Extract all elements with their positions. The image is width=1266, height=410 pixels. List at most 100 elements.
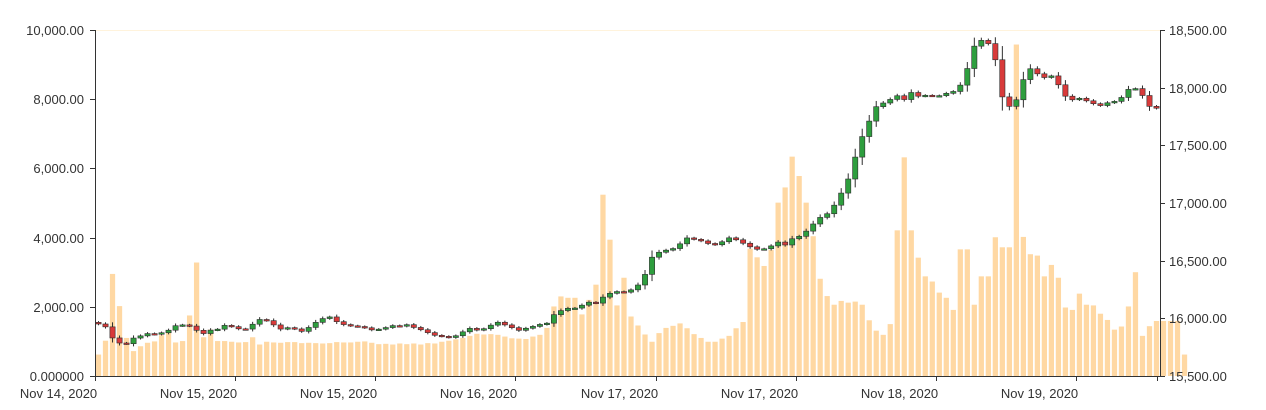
candle-body-up — [726, 237, 733, 243]
volume-bar — [488, 334, 494, 376]
volume-bar — [481, 334, 487, 376]
volume-bar — [992, 237, 998, 376]
candle-body-up — [670, 248, 676, 251]
candle-body-up — [775, 241, 782, 247]
left-tick-label: 10,000.00 — [26, 23, 84, 38]
volume-bar — [1013, 44, 1019, 376]
volume-bar — [502, 336, 508, 376]
candle-body-up — [1048, 75, 1055, 78]
candlestick — [1104, 101, 1111, 108]
candlestick — [873, 100, 880, 127]
candlestick — [417, 325, 424, 332]
candlestick — [768, 244, 775, 251]
candle-body-up — [642, 274, 648, 286]
candlestick — [775, 240, 782, 248]
x-tick-label: Nov 14, 2020 — [20, 386, 97, 401]
candlestick — [396, 324, 403, 328]
volume-bar — [1153, 320, 1160, 376]
candle-body-up — [305, 327, 312, 332]
candlestick — [424, 328, 431, 335]
candle-body-down — [1139, 88, 1146, 96]
volume-bar — [698, 337, 704, 376]
volume-bar — [474, 333, 480, 376]
x-tick-label: Nov 17, 2020 — [581, 386, 658, 401]
candle-body-down — [228, 325, 235, 328]
candle-body-up — [1020, 79, 1027, 101]
candle-body-up — [859, 136, 866, 158]
candlestick — [326, 315, 333, 320]
candlestick — [431, 331, 438, 337]
candlestick — [165, 328, 172, 335]
candle-body-up — [1125, 89, 1132, 98]
candle-body-down — [417, 327, 424, 331]
volume-bar — [229, 341, 235, 376]
candle-body-down — [508, 324, 515, 328]
volume-bar — [1097, 313, 1104, 376]
volume-bar — [733, 328, 739, 376]
candle-body-down — [754, 246, 761, 250]
candlestick — [1097, 102, 1104, 107]
volume-bar — [1125, 306, 1132, 376]
candle-body-up — [677, 243, 683, 249]
volume-bar — [782, 187, 788, 376]
volume-bar — [1006, 247, 1012, 376]
candlestick — [522, 326, 529, 332]
volume-bar — [726, 335, 732, 376]
candlestick — [550, 310, 557, 327]
candle-body-down — [1090, 100, 1097, 104]
candle-body-up — [838, 192, 845, 206]
candlestick — [824, 211, 831, 220]
volume-bar — [579, 314, 585, 376]
candle-body-down — [1097, 103, 1104, 106]
candle-body-down — [242, 328, 249, 331]
candlestick — [971, 37, 978, 78]
volume-bar — [299, 343, 305, 376]
volume-bar — [950, 309, 956, 376]
candlestick — [1090, 99, 1097, 106]
candle-body-up — [971, 45, 978, 69]
candlestick — [705, 239, 712, 246]
volume-bar — [221, 341, 228, 376]
candlestick — [600, 294, 606, 306]
candlestick — [1013, 96, 1020, 110]
candlestick — [810, 220, 817, 235]
candle-body-up — [796, 236, 803, 240]
volume-bar — [964, 249, 970, 376]
volume-bar — [1174, 320, 1181, 376]
volume-bar — [467, 335, 473, 376]
candlestick — [719, 240, 726, 247]
candlestick — [572, 306, 578, 310]
candle-body-up — [179, 324, 186, 327]
candlestick — [193, 323, 200, 333]
volume-bar — [186, 315, 193, 376]
candlestick — [908, 89, 915, 103]
candle-body-up — [803, 230, 810, 237]
candlestick — [466, 326, 473, 334]
candlestick — [312, 319, 319, 330]
volume-bar — [411, 343, 417, 376]
volume-bar — [1062, 307, 1069, 376]
candlestick — [950, 90, 957, 95]
volume-bar — [656, 333, 662, 376]
volume-bar — [172, 342, 179, 376]
volume-bar — [628, 316, 634, 376]
candlestick — [487, 323, 494, 331]
volume-bar — [999, 247, 1005, 376]
candlestick — [130, 335, 137, 347]
candle-body-up — [586, 301, 592, 306]
candlestick — [277, 322, 284, 332]
candle-body-down — [200, 330, 207, 334]
candlestick — [936, 94, 943, 98]
candle-body-up — [326, 316, 333, 319]
candlestick — [845, 173, 852, 199]
candlestick — [291, 326, 298, 331]
candle-body-up — [656, 251, 662, 258]
candle-body-up — [922, 94, 929, 98]
candlestick — [214, 328, 221, 332]
candlestick — [186, 323, 193, 328]
candlestick — [740, 237, 747, 246]
candlestick — [733, 236, 740, 242]
candle-body-down — [515, 327, 522, 331]
volume-bar — [586, 299, 592, 376]
candle-body-up — [137, 335, 144, 339]
